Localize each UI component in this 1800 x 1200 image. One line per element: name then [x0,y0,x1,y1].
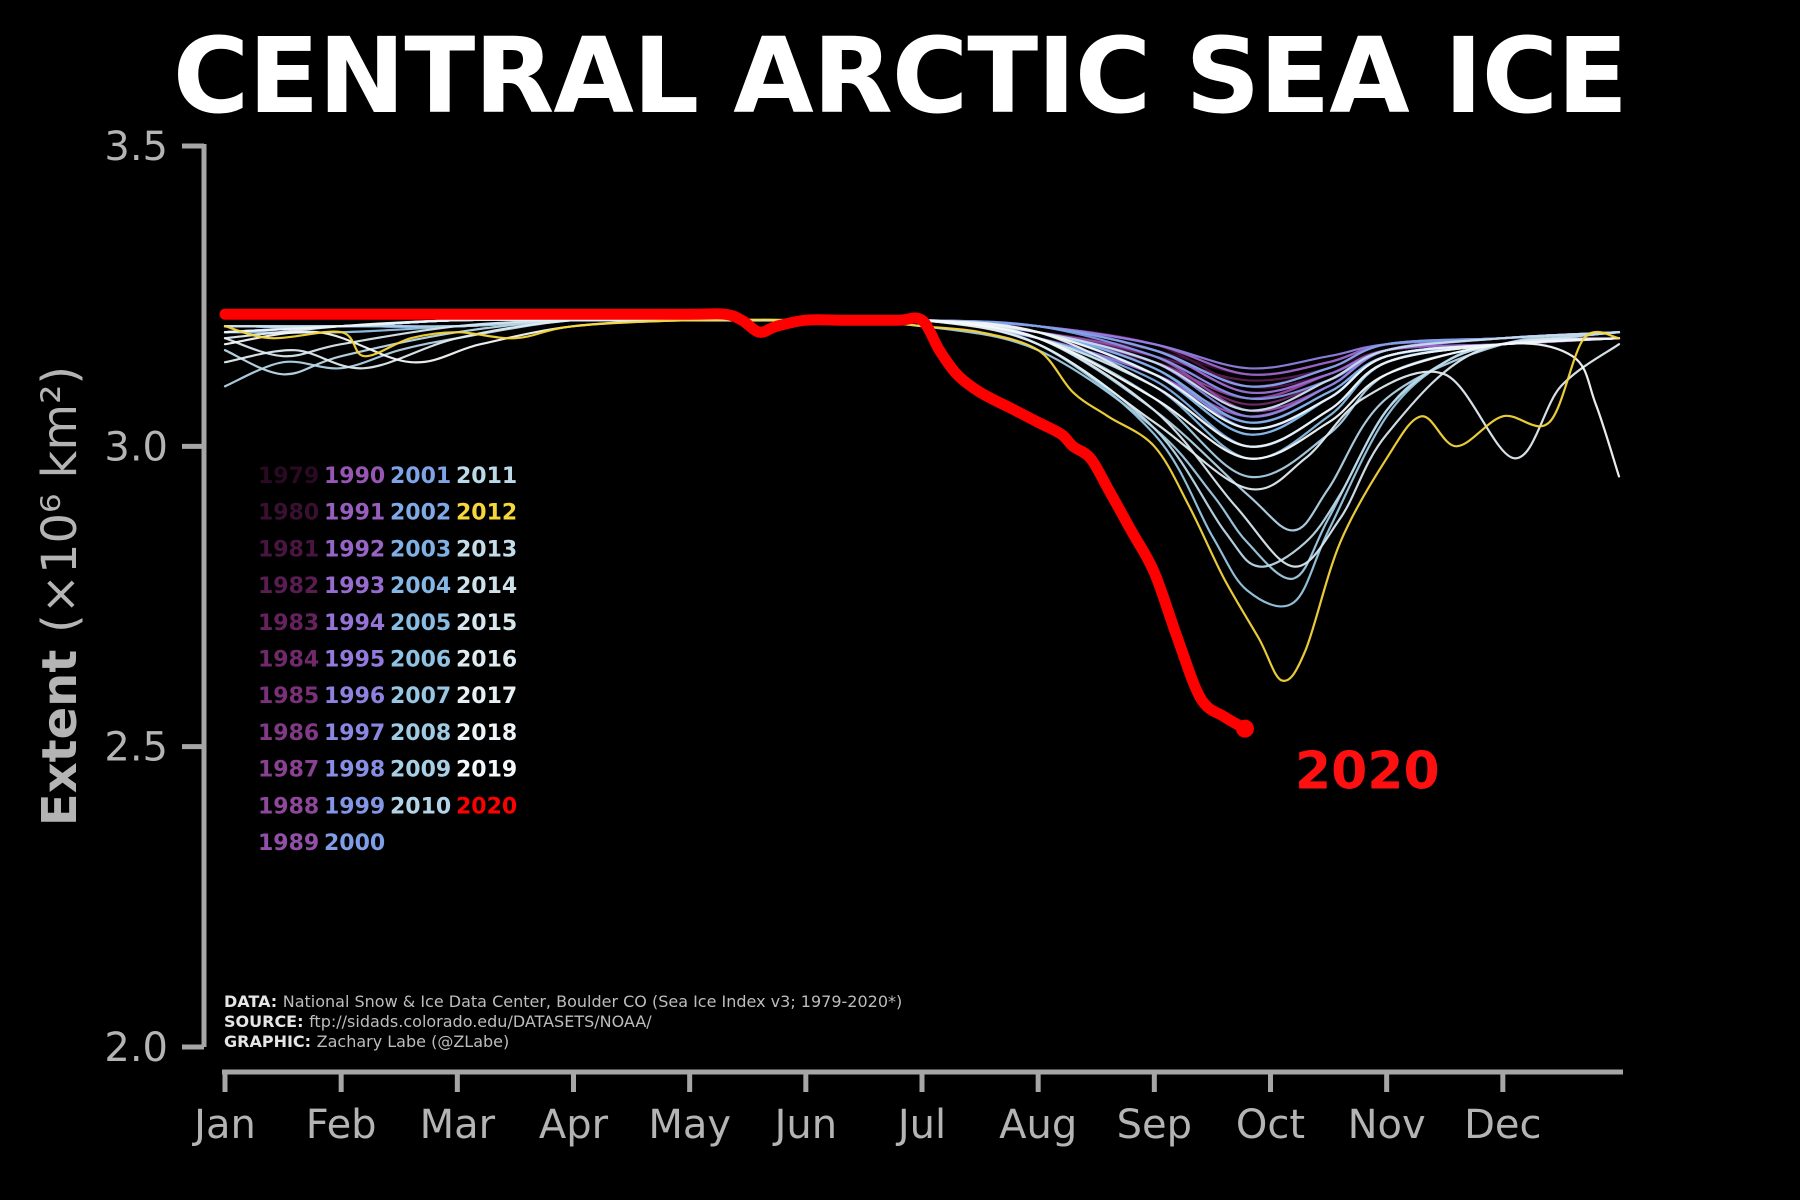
legend-entry-1988: 1988 [258,794,319,819]
legend-entry-1982: 1982 [258,574,319,599]
legend-entry-1998: 1998 [324,758,385,783]
legend-entry-2016: 2016 [456,648,517,673]
legend-entry-2015: 2015 [456,611,517,636]
legend-entry-1991: 1991 [324,501,385,526]
y-tick-label: 3.5 [104,124,168,170]
legend-entry-2007: 2007 [390,684,451,709]
legend-entry-2010: 2010 [390,794,451,819]
x-tick-label: Aug [999,1102,1077,1148]
series-line-2020 [219,308,1251,735]
axes: 2.0 2.5 3.0 3.5 Jan Feb Mar Apr May Jun Jul Aug Sep O… [32,124,1623,1148]
legend-entry-1990: 1990 [324,464,385,489]
legend-entry-1986: 1986 [258,721,319,746]
legend-entry-2020: 2020 [456,794,517,819]
legend-entry-1983: 1983 [258,611,319,636]
x-tick-label: Jan [191,1102,256,1148]
legend-entry-2005: 2005 [390,611,451,636]
legend-entry-1979: 1979 [258,464,319,489]
legend-entry-2012: 2012 [456,501,517,526]
legend-entry-1996: 1996 [324,684,385,709]
legend-entry-2017: 2017 [456,684,517,709]
legend-entry-1980: 1980 [258,501,319,526]
y-axis-label: Extent (×10⁶ km²) [32,366,88,826]
y-tick-label: 2.0 [104,1025,168,1071]
legend-entry-2002: 2002 [390,501,451,526]
x-tick-label: Oct [1236,1102,1305,1148]
legend-entry-2013: 2013 [456,537,517,562]
legend-entry-1994: 1994 [324,611,385,636]
legend-entry-2003: 2003 [390,537,451,562]
x-tick-label: Jul [895,1102,946,1148]
x-tick-label: May [648,1102,731,1148]
x-tick-label: Feb [306,1102,377,1148]
legend-entry-2001: 2001 [390,464,451,489]
legend-entry-1995: 1995 [324,648,385,673]
series-line-2007 [223,317,1621,608]
x-tick-label: Apr [539,1102,609,1148]
series-line-2012 [223,318,1621,682]
credits: DATA: National Snow & Ice Data Center, B… [224,992,902,1051]
series-line-1984 [223,318,1621,406]
series-line-2018 [223,318,1621,430]
x-tick-label: Sep [1117,1102,1192,1148]
legend-entry-2004: 2004 [390,574,451,599]
credit-line: GRAPHIC: Zachary Labe (@ZLabe) [224,1032,509,1051]
legend-entry-2019: 2019 [456,758,517,783]
series-line-2019 [223,317,1621,478]
legend-entry-1992: 1992 [324,537,385,562]
x-tick-label: Nov [1348,1102,1426,1148]
legend-entry-1999: 1999 [324,794,385,819]
series-end-label: 2020 [1295,742,1440,802]
series-end-marker-2020 [1235,719,1254,738]
chart-title: CENTRAL ARCTIC SEA ICE [172,15,1628,137]
legend-entry-2008: 2008 [390,721,451,746]
series-lines: 2020 [219,308,1621,802]
legend-entry-2000: 2000 [324,831,385,856]
credit-line: SOURCE: ftp://sidads.colorado.edu/DATASE… [224,1012,652,1031]
x-tick-label: Jun [772,1102,838,1148]
legend-entry-1989: 1989 [258,831,319,856]
legend-entry-1984: 1984 [258,648,319,673]
legend-entry-1993: 1993 [324,574,385,599]
legend-entry-2009: 2009 [390,758,451,783]
legend-entry-1981: 1981 [258,537,319,562]
x-tick-label: Dec [1464,1102,1541,1148]
y-tick-label: 3.0 [104,424,168,470]
legend-entry-1997: 1997 [324,721,385,746]
credit-line: DATA: National Snow & Ice Data Center, B… [224,992,902,1011]
legend-entry-2014: 2014 [456,574,517,599]
legend: 1979 1990 2001 2011 1980 1991 2002 2012 1981 1992… [258,464,517,856]
y-tick-label: 2.5 [104,725,168,771]
legend-entry-1987: 1987 [258,758,319,783]
x-tick-label: Mar [420,1102,496,1148]
legend-entry-1985: 1985 [258,684,319,709]
legend-entry-2011: 2011 [456,464,517,489]
legend-entry-2018: 2018 [456,721,517,746]
series-line-2016 [223,317,1621,491]
legend-entry-2006: 2006 [390,648,451,673]
